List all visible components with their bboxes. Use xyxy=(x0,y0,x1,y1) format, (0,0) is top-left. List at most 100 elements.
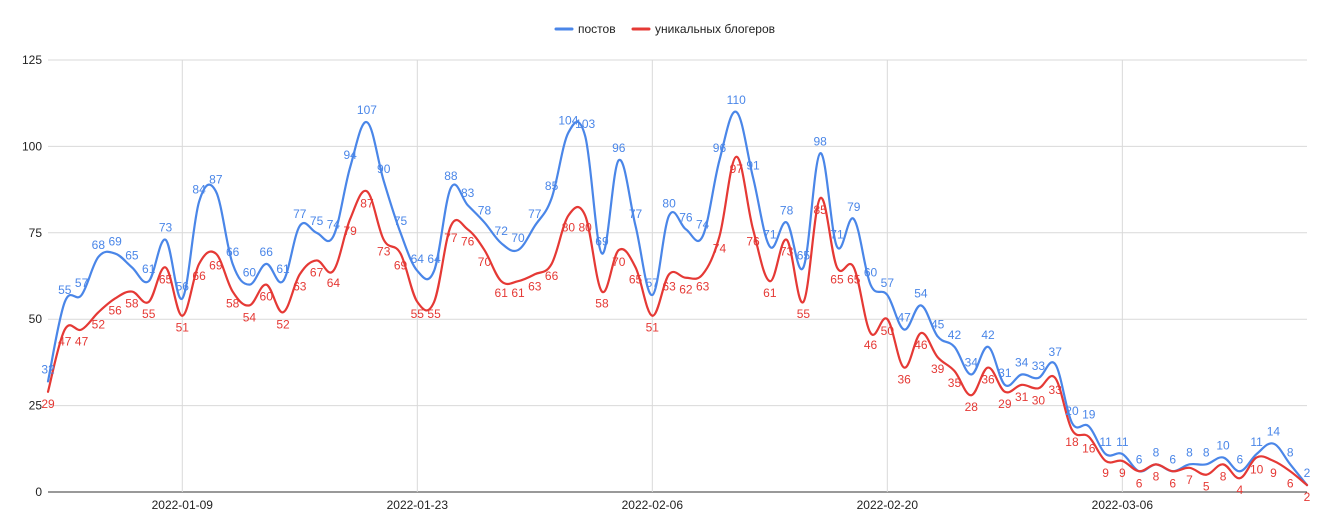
data-label-posts: 57 xyxy=(646,276,660,290)
data-label-bloggers: 69 xyxy=(209,259,223,273)
data-label-posts: 71 xyxy=(830,228,844,242)
data-label-bloggers: 47 xyxy=(58,335,72,349)
data-label-posts: 32 xyxy=(41,362,55,376)
data-label-bloggers: 61 xyxy=(763,286,777,300)
data-label-bloggers: 70 xyxy=(612,255,626,269)
data-label-posts: 14 xyxy=(1267,425,1281,439)
data-label-posts: 11 xyxy=(1099,435,1112,449)
data-label-posts: 11 xyxy=(1116,435,1129,449)
data-label-bloggers: 62 xyxy=(679,283,693,297)
data-label-bloggers: 52 xyxy=(92,317,106,331)
data-label-posts: 71 xyxy=(763,228,777,242)
data-label-bloggers: 65 xyxy=(159,272,173,286)
gridlines xyxy=(48,59,1307,493)
data-label-posts: 56 xyxy=(176,279,190,293)
data-label-posts: 88 xyxy=(444,169,458,183)
data-label-posts: 64 xyxy=(411,252,425,266)
data-label-posts: 11 xyxy=(1250,435,1263,449)
data-label-bloggers: 52 xyxy=(276,317,290,331)
data-label-posts: 77 xyxy=(528,207,542,221)
data-label-posts: 6 xyxy=(1169,452,1176,466)
data-label-posts: 65 xyxy=(797,248,811,262)
data-label-bloggers: 36 xyxy=(897,373,911,387)
data-label-bloggers: 65 xyxy=(629,272,643,286)
data-label-posts: 107 xyxy=(357,103,377,117)
legend-label-posts: постов xyxy=(578,22,616,36)
data-label-bloggers: 51 xyxy=(646,321,660,335)
data-label-bloggers: 61 xyxy=(511,286,525,300)
data-label-posts: 34 xyxy=(965,355,979,369)
y-tick-label: 0 xyxy=(35,485,42,499)
data-label-bloggers: 74 xyxy=(713,241,727,255)
data-label-bloggers: 9 xyxy=(1270,466,1277,480)
data-label-posts: 74 xyxy=(327,217,341,231)
data-label-posts: 78 xyxy=(780,203,794,217)
data-label-bloggers: 70 xyxy=(478,255,492,269)
data-label-bloggers: 55 xyxy=(411,307,425,321)
data-label-bloggers: 33 xyxy=(1049,383,1063,397)
data-label-bloggers: 50 xyxy=(881,324,895,338)
data-label-bloggers: 87 xyxy=(360,196,374,210)
data-label-posts: 83 xyxy=(461,186,475,200)
data-label-bloggers: 2 xyxy=(1304,490,1311,504)
data-label-bloggers: 76 xyxy=(461,234,475,248)
data-label-bloggers: 65 xyxy=(830,272,844,286)
data-label-posts: 57 xyxy=(75,276,89,290)
data-label-posts: 66 xyxy=(226,245,240,259)
data-label-posts: 65 xyxy=(125,248,139,262)
x-tick-label: 2022-01-23 xyxy=(387,498,449,512)
data-label-posts: 54 xyxy=(914,286,928,300)
data-label-posts: 61 xyxy=(276,262,290,276)
data-label-bloggers: 6 xyxy=(1287,476,1294,490)
data-label-bloggers: 73 xyxy=(780,245,794,259)
data-label-posts: 69 xyxy=(595,235,609,249)
data-label-bloggers: 85 xyxy=(814,203,828,217)
data-label-posts: 61 xyxy=(142,262,156,276)
data-label-posts: 75 xyxy=(394,214,408,228)
data-label-posts: 76 xyxy=(679,210,693,224)
data-label-posts: 47 xyxy=(897,311,911,325)
data-label-posts: 45 xyxy=(931,317,945,331)
data-label-posts: 69 xyxy=(108,235,122,249)
data-label-bloggers: 5 xyxy=(1203,480,1210,494)
data-label-bloggers: 76 xyxy=(746,234,760,248)
data-label-bloggers: 30 xyxy=(1032,393,1046,407)
data-label-bloggers: 18 xyxy=(1065,435,1079,449)
y-tick-label: 25 xyxy=(29,399,43,413)
data-label-posts: 90 xyxy=(377,162,391,176)
data-label-bloggers: 60 xyxy=(260,290,274,304)
data-label-bloggers: 31 xyxy=(1015,390,1029,404)
data-label-posts: 110 xyxy=(727,93,746,107)
series-line-posts xyxy=(46,110,1309,487)
data-label-posts: 73 xyxy=(159,221,173,235)
x-tick-label: 2022-01-09 xyxy=(152,498,214,512)
data-label-bloggers: 66 xyxy=(545,269,559,283)
data-label-posts: 78 xyxy=(478,203,492,217)
data-label-bloggers: 79 xyxy=(343,224,357,238)
data-label-bloggers: 73 xyxy=(377,245,391,259)
data-label-bloggers: 28 xyxy=(965,400,979,414)
data-label-bloggers: 51 xyxy=(176,321,190,335)
data-label-bloggers: 29 xyxy=(41,397,55,411)
data-label-bloggers: 8 xyxy=(1220,469,1227,483)
data-label-bloggers: 77 xyxy=(444,231,458,245)
data-label-posts: 37 xyxy=(1049,345,1063,359)
data-label-bloggers: 10 xyxy=(1250,462,1264,476)
data-label-posts: 94 xyxy=(343,148,357,162)
data-label-bloggers: 63 xyxy=(662,279,676,293)
y-tick-label: 100 xyxy=(22,139,42,153)
data-label-posts: 75 xyxy=(310,214,324,228)
data-label-bloggers: 97 xyxy=(730,162,744,176)
data-label-bloggers: 63 xyxy=(696,279,710,293)
data-label-posts: 8 xyxy=(1287,445,1294,459)
data-label-posts: 20 xyxy=(1065,404,1079,418)
data-label-bloggers: 6 xyxy=(1136,476,1143,490)
data-label-posts: 96 xyxy=(713,141,727,155)
data-label-bloggers: 6 xyxy=(1169,476,1176,490)
data-label-bloggers: 47 xyxy=(75,335,89,349)
data-label-posts: 70 xyxy=(511,231,525,245)
data-label-posts: 8 xyxy=(1186,445,1193,459)
data-label-posts: 74 xyxy=(696,217,710,231)
data-label-bloggers: 63 xyxy=(293,279,307,293)
